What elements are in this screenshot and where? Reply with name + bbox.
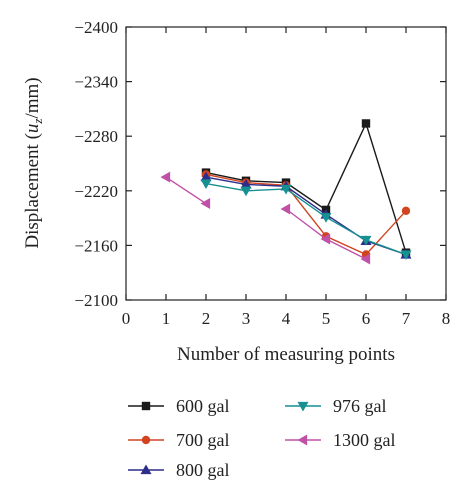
x-tick-label: 3	[242, 309, 251, 328]
x-tick-label: 8	[442, 309, 451, 328]
legend-label: 600 gal	[176, 396, 230, 416]
data-point-976-gal	[400, 250, 412, 260]
legend-item-800-gal: 800 gal	[128, 460, 230, 480]
y-tick-label: −2160	[74, 236, 118, 255]
series-976-gal	[200, 179, 412, 260]
y-tick-label: −2100	[74, 291, 118, 310]
series-line-700-gal	[205, 173, 407, 256]
x-axis-label: Number of measuring points	[177, 344, 395, 365]
y-tick-label: −2220	[74, 182, 118, 201]
y-tick-label: −2400	[74, 18, 118, 37]
x-tick-label: 5	[322, 309, 331, 328]
data-point-976-gal	[320, 213, 332, 223]
legend-label: 700 gal	[176, 430, 230, 450]
legend-item-976-gal: 976 gal	[285, 396, 387, 416]
legend-marker-800-gal	[140, 464, 152, 475]
y-axis-label-var: u	[22, 124, 43, 134]
legend-item-600-gal: 600 gal	[128, 396, 230, 416]
y-tick-label: −2340	[74, 73, 118, 92]
data-point-976-gal	[280, 184, 292, 195]
y-axis-label-unit: /mm)	[22, 77, 43, 118]
data-point-976-gal	[200, 179, 212, 190]
legend-item-700-gal: 700 gal	[128, 430, 230, 450]
legend-marker-700-gal	[141, 435, 151, 445]
x-tick-label: 7	[402, 309, 411, 328]
data-point-1300-gal	[320, 233, 331, 245]
data-point-976-gal	[360, 235, 372, 246]
data-point-800-gal	[240, 178, 252, 189]
legend-item-1300-gal: 1300 gal	[285, 430, 396, 450]
x-axis-ticks: 0 1 2 3 4 5 6 7 8	[122, 27, 451, 328]
y-axis-label-main: Displacement (	[22, 133, 43, 249]
data-point-800-gal	[200, 171, 212, 182]
plot-area: 0 1 2 3 4 5 6 7 8 −2400 −2340 −2280 −2220 −2160 −2100	[74, 18, 450, 328]
series-1300-gal	[160, 171, 371, 265]
series-line-600-gal	[205, 121, 407, 253]
legend-marker-976-gal	[297, 401, 309, 412]
series-layer	[160, 119, 412, 265]
y-tick-label: −2280	[74, 127, 118, 146]
y-axis-label-sub: z	[30, 119, 45, 125]
legend-marker-600-gal	[141, 401, 151, 411]
data-point-976-gal	[240, 186, 252, 197]
data-point-600-gal	[361, 119, 371, 128]
plot-frame	[125, 26, 447, 301]
data-point-1300-gal	[200, 198, 211, 210]
legend-marker-1300-gal	[297, 434, 308, 446]
data-point-1300-gal	[160, 171, 171, 183]
y-axis-ticks: −2400 −2340 −2280 −2220 −2160 −2100	[74, 18, 446, 310]
legend-label: 800 gal	[176, 460, 230, 480]
x-tick-label: 1	[162, 309, 171, 328]
legend-label: 1300 gal	[333, 430, 396, 450]
x-tick-label: 2	[202, 309, 211, 328]
x-tick-label: 4	[282, 309, 291, 328]
series-line-976-gal	[205, 182, 407, 256]
legend: 600 gal 700 gal 800 gal 976 gal 1300 gal	[128, 396, 396, 480]
data-point-1300-gal	[280, 203, 291, 215]
series-line-1300-gal	[165, 176, 207, 205]
data-point-1300-gal	[360, 253, 371, 265]
series-line-800-gal	[205, 176, 407, 256]
legend-label: 976 gal	[333, 396, 387, 416]
y-axis-label: Displacement (uz/mm)	[22, 77, 45, 248]
x-tick-label: 6	[362, 309, 371, 328]
x-tick-label: 0	[122, 309, 131, 328]
data-point-700-gal	[401, 206, 411, 216]
